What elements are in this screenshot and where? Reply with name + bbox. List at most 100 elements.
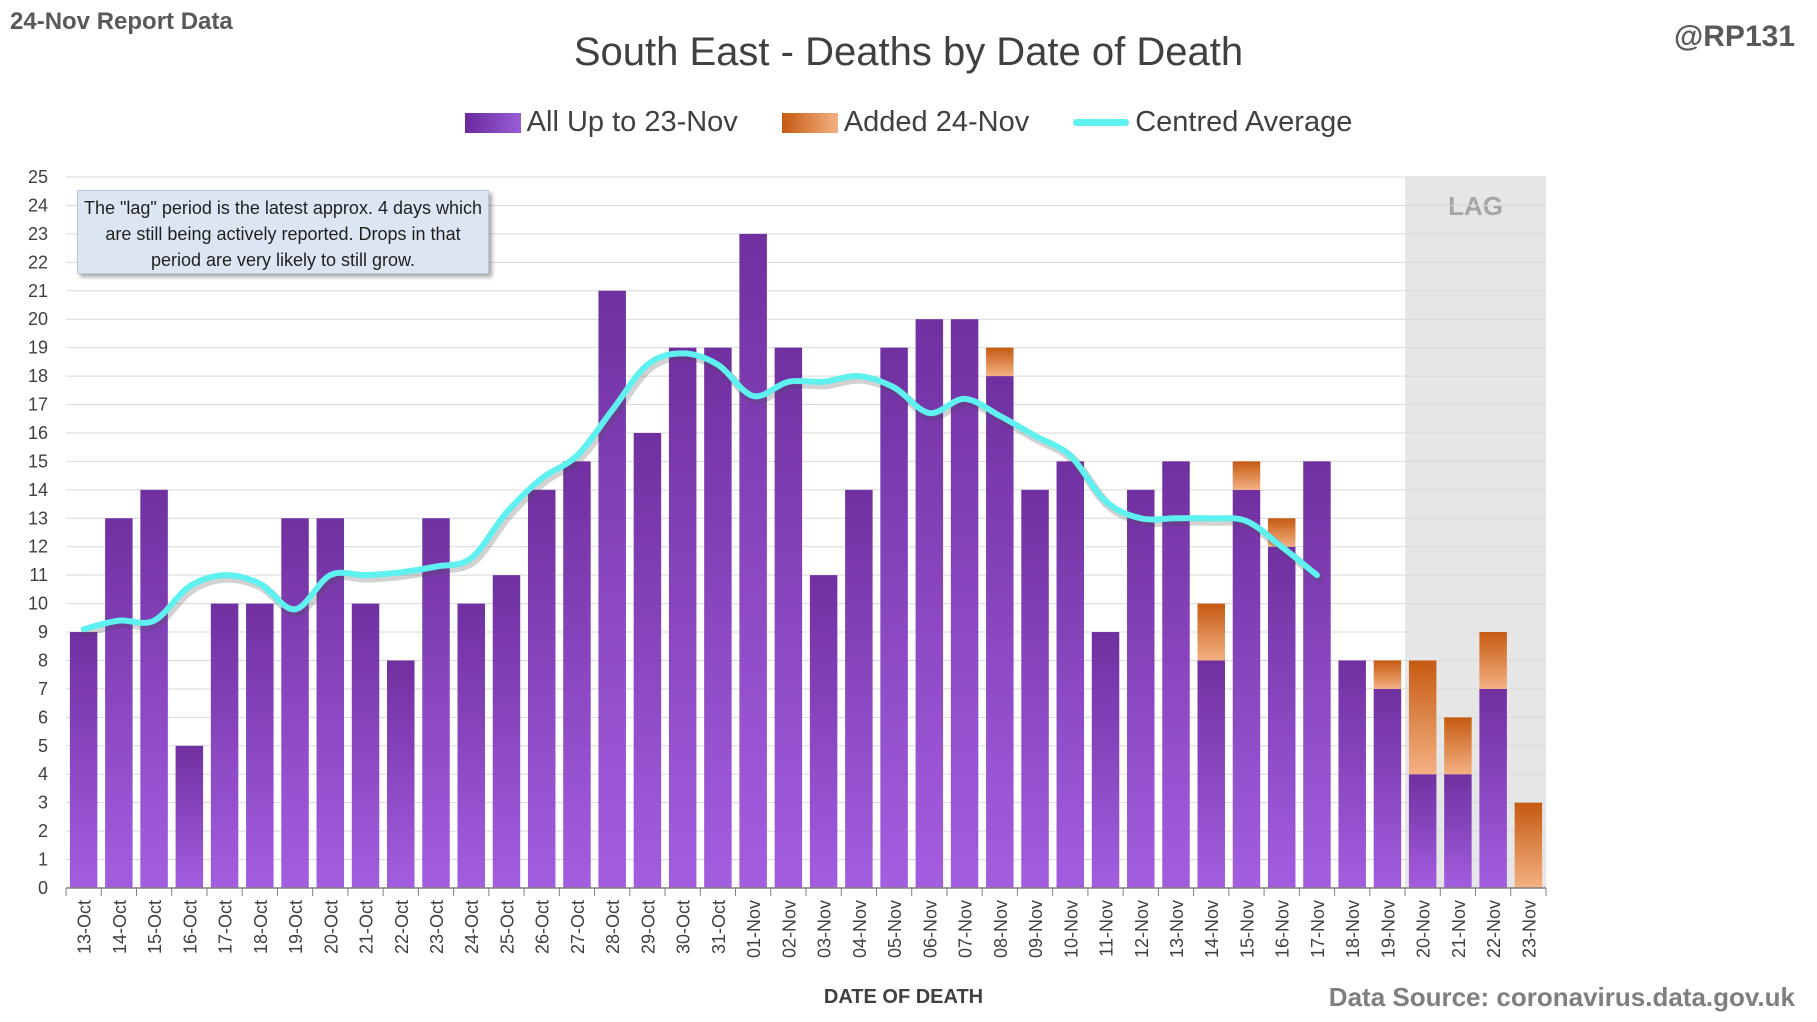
- x-tick-label: 14-Nov: [1202, 900, 1222, 958]
- x-tick-label: 28-Oct: [603, 900, 623, 954]
- chart-title: South East - Deaths by Date of Death: [573, 30, 1244, 74]
- y-tick-label: 3: [38, 793, 48, 813]
- x-tick-label: 22-Oct: [392, 900, 412, 954]
- x-tick-label: 16-Nov: [1273, 900, 1293, 958]
- x-tick-label: 23-Nov: [1519, 900, 1539, 958]
- x-tick-label: 17-Oct: [216, 900, 236, 954]
- bar-existing: [492, 575, 521, 888]
- bar-existing: [845, 489, 873, 888]
- x-tick-label: 13-Oct: [75, 900, 95, 954]
- y-tick-label: 7: [38, 679, 48, 699]
- bar-existing: [351, 603, 380, 888]
- bar-existing: [880, 347, 908, 888]
- bar-existing: [457, 603, 485, 888]
- x-axis-title-text: DATE OF DEATH: [823, 986, 984, 1008]
- x-tick-label: 03-Nov: [815, 900, 835, 958]
- bar-existing: [739, 233, 767, 888]
- y-tick-label: 6: [38, 707, 48, 727]
- legend-item-added: Added 24-Nov: [781, 106, 1030, 139]
- y-tick-label: 15: [28, 451, 48, 471]
- y-tick-label: 16: [28, 423, 48, 443]
- x-tick-label: 22-Nov: [1484, 900, 1504, 958]
- x-tick-label: 25-Oct: [497, 900, 517, 954]
- y-tick-label: 5: [38, 736, 48, 756]
- x-tick-label: 16-Oct: [180, 900, 200, 954]
- x-tick-label: 19-Oct: [286, 900, 306, 954]
- bar-existing: [1056, 461, 1085, 888]
- bar-added: [1373, 660, 1402, 689]
- bar-existing: [563, 461, 591, 888]
- y-tick-label: 20: [28, 309, 48, 329]
- x-tick-label: 27-Oct: [568, 900, 588, 954]
- x-tick-label: 17-Nov: [1308, 900, 1328, 958]
- legend-swatch-average: [1073, 119, 1130, 126]
- bar-existing: [774, 347, 803, 888]
- bar-existing: [387, 660, 415, 888]
- bar-added: [1197, 603, 1225, 661]
- bar-existing: [809, 575, 838, 888]
- bar-added: [1232, 461, 1261, 490]
- x-tick-label: 05-Nov: [885, 900, 905, 958]
- legend-item-existing: All Up to 23-Nov: [464, 106, 738, 139]
- y-tick-label: 25: [28, 167, 48, 187]
- bar-existing: [527, 489, 556, 888]
- bar-added: [1514, 802, 1543, 888]
- y-tick-label: 17: [28, 395, 48, 415]
- x-tick-label: 06-Nov: [920, 900, 940, 958]
- y-tick-label: 13: [28, 508, 48, 528]
- bar-added: [1444, 717, 1472, 775]
- x-tick-label: 02-Nov: [779, 900, 799, 958]
- report-label: 24-Nov Report Data: [10, 8, 233, 35]
- legend-swatch-existing: [464, 112, 521, 133]
- bar-existing: [1091, 632, 1120, 888]
- bar-existing: [69, 632, 98, 888]
- bar-existing: [246, 603, 274, 888]
- bar-added: [986, 347, 1014, 377]
- legend-swatch-added: [781, 112, 838, 133]
- bar-existing: [1127, 489, 1155, 888]
- x-tick-label: 21-Nov: [1449, 900, 1469, 958]
- bar-existing: [1162, 461, 1190, 888]
- bar-existing: [1444, 774, 1472, 888]
- y-tick-label: 18: [28, 366, 48, 386]
- x-tick-label: 30-Oct: [674, 900, 694, 954]
- legend-label-added: Added 24-Nov: [843, 106, 1030, 138]
- x-tick-label: 15-Oct: [145, 900, 165, 954]
- x-tick-label: 21-Oct: [357, 900, 377, 954]
- x-tick-label: 19-Nov: [1378, 900, 1398, 958]
- x-tick-label: 08-Nov: [991, 900, 1011, 958]
- x-tick-label: 12-Nov: [1132, 900, 1152, 958]
- bar-existing: [1021, 489, 1049, 888]
- bar-existing: [1338, 660, 1366, 888]
- y-tick-label: 22: [28, 252, 48, 272]
- y-tick-label: 2: [38, 821, 48, 841]
- bar-existing: [1408, 774, 1437, 888]
- x-tick-label: 14-Oct: [110, 900, 130, 954]
- bar-existing: [633, 432, 662, 888]
- bar-existing: [1197, 660, 1225, 888]
- y-tick-label: 14: [28, 480, 48, 500]
- y-tick-label: 11: [29, 565, 48, 585]
- legend-item-average: Centred Average: [1073, 106, 1352, 139]
- y-tick-label: 8: [38, 650, 48, 670]
- y-tick-label: 23: [28, 224, 48, 244]
- bar-existing: [281, 518, 309, 888]
- x-tick-label: 18-Nov: [1343, 900, 1363, 958]
- lag-note: The "lag" period is the latest approx. 4…: [77, 190, 489, 274]
- bar-existing: [1373, 688, 1402, 888]
- data-source: Data Source: coronavirus.data.gov.uk: [1328, 982, 1795, 1012]
- bar-existing: [140, 489, 168, 888]
- legend-label-existing: All Up to 23-Nov: [526, 106, 738, 138]
- x-tick-label: 24-Oct: [462, 900, 482, 954]
- bar-existing: [1479, 688, 1507, 888]
- x-axis-title: DATE OF DEATH: [0, 986, 1817, 1009]
- x-tick-label: 09-Nov: [1026, 900, 1046, 958]
- x-tick-label: 23-Oct: [427, 900, 447, 954]
- x-tick-label: 13-Nov: [1167, 900, 1187, 958]
- bar-existing: [422, 518, 450, 888]
- x-tick-label: 04-Nov: [850, 900, 870, 958]
- x-tick-label: 20-Oct: [321, 900, 341, 954]
- x-tick-label: 01-Nov: [744, 900, 764, 958]
